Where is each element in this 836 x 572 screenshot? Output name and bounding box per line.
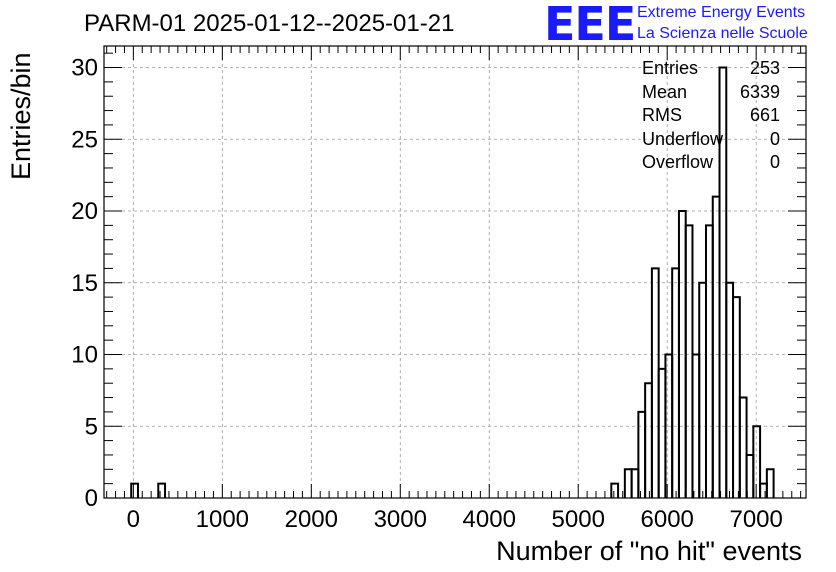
- stat-value: 0: [769, 128, 780, 149]
- histogram-bin: [623, 468, 633, 498]
- y-tick-label: 25: [71, 126, 98, 153]
- logo-line-scienza-scuole: La Scienza nelle Scuole: [637, 25, 808, 42]
- stat-value: 0: [769, 152, 780, 172]
- histogram-bin: [738, 396, 748, 498]
- histogram-bars: [130, 66, 775, 498]
- histogram-bin: [765, 468, 775, 498]
- grid-lines: [104, 46, 806, 499]
- stat-value: 253: [749, 58, 780, 78]
- logo-line-extreme-energy-events: Extreme Energy Events: [637, 4, 806, 21]
- y-tick-label: 20: [71, 198, 98, 225]
- stat-label: Entries: [642, 58, 699, 78]
- stat-row-underflow: Underflow 0: [642, 129, 780, 153]
- stats-box: Entries 253 Mean 6339 RMS 661 Underflow …: [642, 58, 780, 176]
- y-tick-label: 30: [71, 55, 98, 82]
- plot-frame: [103, 45, 807, 499]
- eee-logo-mark: EEE: [544, 0, 636, 51]
- x-tick-label: 4000: [463, 506, 516, 533]
- axis-ticks: [104, 46, 806, 499]
- tick-labels: 0 1000 2000 3000 4000 5000 6000 700005101520253…: [71, 55, 783, 533]
- histogram-bin: [684, 224, 694, 498]
- histogram-bin: [157, 482, 167, 498]
- eee-logo: EEE Extreme Energy Events La Scienza nel…: [544, 0, 836, 51]
- stat-row-mean: Mean 6339: [642, 82, 780, 106]
- histogram-bin: [752, 425, 762, 498]
- y-axis-label: Entries/bin: [6, 52, 36, 180]
- stat-value: 661: [749, 105, 780, 125]
- histogram-bin: [671, 267, 680, 498]
- x-tick-label: 7000: [729, 506, 782, 533]
- histogram-bin: [759, 482, 768, 498]
- chart-title: PARM-01 2025-01-12--2025-01-21: [84, 10, 455, 37]
- histogram-bin: [711, 195, 721, 498]
- histogram-bin: [698, 281, 707, 498]
- histogram-bin: [130, 482, 139, 498]
- x-axis-label: Number of "no hit" events: [496, 536, 802, 566]
- stat-label: Overflow: [642, 152, 714, 172]
- histogram-bin: [644, 382, 653, 498]
- histogram-bin: [725, 281, 735, 498]
- x-tick-label: 3000: [374, 506, 427, 533]
- histogram-bin: [637, 410, 647, 498]
- histogram-bin: [657, 367, 667, 498]
- stat-row-entries: Entries 253: [642, 58, 780, 82]
- x-tick-label: 2000: [285, 506, 338, 533]
- histogram-bin: [610, 482, 620, 498]
- stat-row-overflow: Overflow 0: [642, 152, 780, 176]
- stat-label: RMS: [642, 105, 682, 125]
- histogram-bin: [630, 468, 640, 498]
- histogram-bin: [704, 224, 714, 498]
- y-tick-label: 5: [85, 413, 98, 440]
- stat-value: 6339: [739, 81, 780, 102]
- stat-row-rms: RMS 661: [642, 105, 780, 129]
- stat-label: Underflow: [642, 128, 724, 149]
- y-tick-label: 15: [71, 270, 98, 297]
- histogram-bin: [732, 296, 741, 498]
- y-tick-label: 0: [85, 485, 98, 512]
- x-tick-label: 1000: [196, 506, 249, 533]
- histogram-bin: [650, 267, 660, 498]
- x-tick-label: 6000: [641, 506, 694, 533]
- y-tick-label: 10: [71, 342, 98, 369]
- stat-label: Mean: [642, 81, 688, 102]
- x-tick-label: 5000: [552, 506, 605, 533]
- x-tick-label: 0: [127, 506, 140, 533]
